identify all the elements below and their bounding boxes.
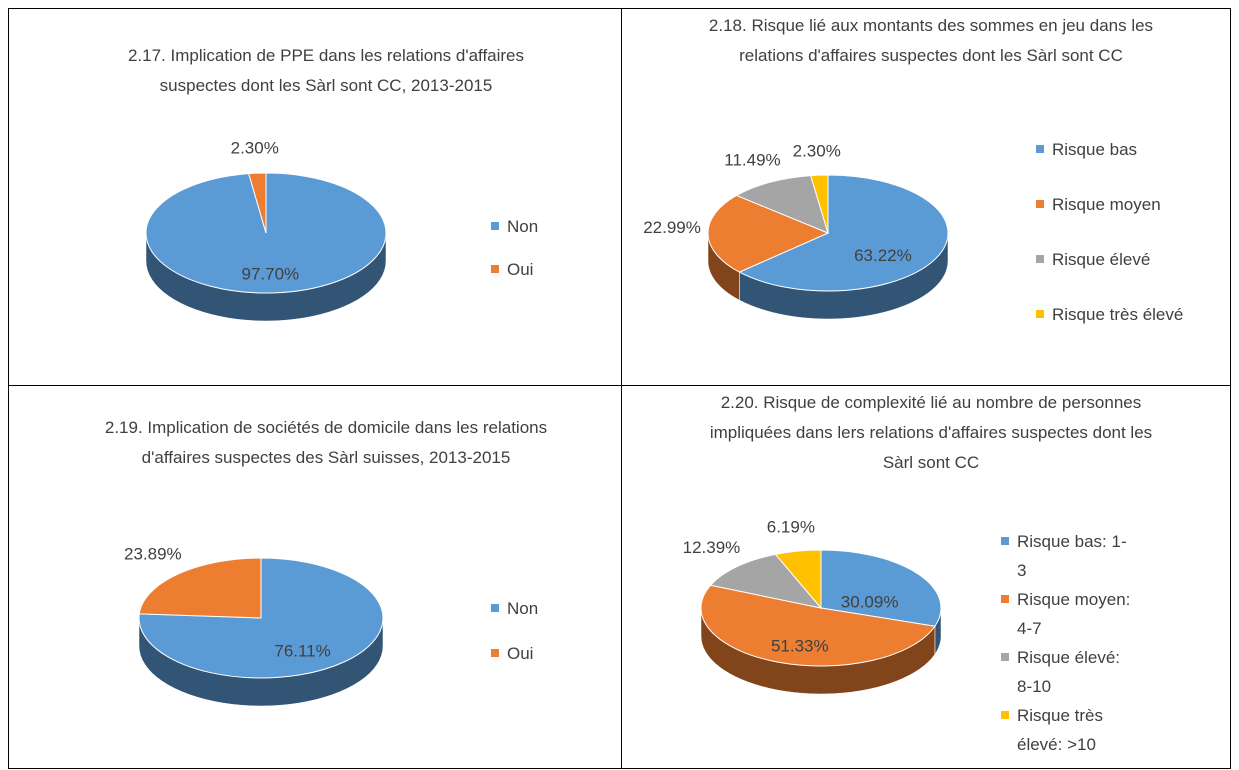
pie-slice [735,175,829,234]
data-label: 51.33% [771,637,829,656]
legend-swatch [1036,145,1044,153]
legend-swatch [491,604,499,612]
legend-swatch [1001,595,1009,603]
data-label: 22.99% [643,218,701,237]
legend-label: Risque très élevé: >10 [1017,706,1103,754]
legend-label: Non [507,217,539,236]
legend-label: Risque moyen: 4-7 [1017,590,1131,638]
legend-item: Risque bas [1036,135,1186,164]
chart-title: 2.18. Risque lié aux montants des sommes… [708,16,1154,65]
legend-label: Non [507,599,539,618]
data-label: 11.49% [724,151,780,170]
data-label: 2.30% [793,141,841,160]
data-label: 63.22% [854,246,912,265]
chart-panel: 2.20. Risque de complexité lié au nombre… [621,385,1231,769]
legend-swatch [491,649,499,657]
legend-swatch [1036,255,1044,263]
pie-chart: 30.09% 51.33% 12.39% 6.19% [683,518,942,695]
legend-swatch [1036,310,1044,318]
legend-item: Risque bas: 1-3 [1001,527,1136,585]
legend: Non Oui [491,594,591,668]
legend-label: Risque bas: 1-3 [1017,532,1127,580]
data-label: 12.39% [683,538,741,557]
legend-swatch [1001,537,1009,545]
legend-item: Oui [491,255,591,284]
chart-title: 2.19. Implication de sociétés de domicil… [104,418,548,467]
legend-label: Oui [507,644,534,663]
legend-swatch [491,265,499,273]
data-label: 76.11% [274,641,330,660]
legend-item: Non [491,594,591,623]
pie-slice [707,194,830,273]
chart-title: 2.17. Implication de PPE dans les relati… [127,46,525,95]
legend-label: Risque élevé: 8-10 [1017,648,1121,696]
data-label: 6.19% [767,518,815,537]
pie-slice [820,549,942,627]
pie-slice [138,557,262,619]
legend-item: Risque moyen: 4-7 [1001,585,1136,643]
pie-slice [248,172,267,234]
chart-title: 2.20. Risque de complexité lié au nombre… [709,393,1153,472]
legend-item: Risque très élevé: >10 [1001,701,1136,759]
legend-item: Non [491,212,591,241]
legend-label: Risque bas [1052,140,1138,159]
data-label: 97.70% [241,264,299,283]
pie-chart: 76.11% 23.89% [124,544,384,707]
chart-panel: 2.18. Risque lié aux montants des sommes… [621,8,1231,386]
legend-swatch [1036,200,1044,208]
legend-label: Risque très élevé [1052,305,1184,324]
legend-label: Risque élevé [1052,250,1151,269]
data-label: 2.30% [231,139,279,158]
legend-item: Oui [491,639,591,668]
legend-item: Risque moyen [1036,190,1186,219]
pie-slice [709,553,823,609]
legend-item: Risque très élevé [1036,300,1186,329]
legend-swatch [1001,711,1009,719]
pie-slice [774,549,822,610]
legend-item: Risque élevé [1036,245,1186,274]
chart-panel: 2.17. Implication de PPE dans les relati… [8,8,622,386]
data-label: 23.89% [124,544,182,563]
pie-slice [738,174,949,292]
data-label: 30.09% [841,593,899,612]
legend: Risque bas Risque moyen Risque élevé Risque… [1036,135,1186,329]
legend-label: Oui [507,260,534,279]
legend-item: Risque élevé: 8-10 [1001,643,1136,701]
legend-swatch [1001,653,1009,661]
legend: Non Oui [491,212,591,284]
pie-slice [700,584,936,667]
pie-slice [810,174,829,234]
pie-chart: 97.70% 2.30% [145,139,387,322]
pie-chart: 63.22% 22.99% 11.49% 2.30% [643,141,949,320]
chart-panel: 2.19. Implication de sociétés de domicil… [8,385,622,769]
legend-swatch [491,222,499,230]
legend-label: Risque moyen [1052,195,1161,214]
legend: Risque bas: 1-3 Risque moyen: 4-7 Risque é… [1001,527,1136,759]
